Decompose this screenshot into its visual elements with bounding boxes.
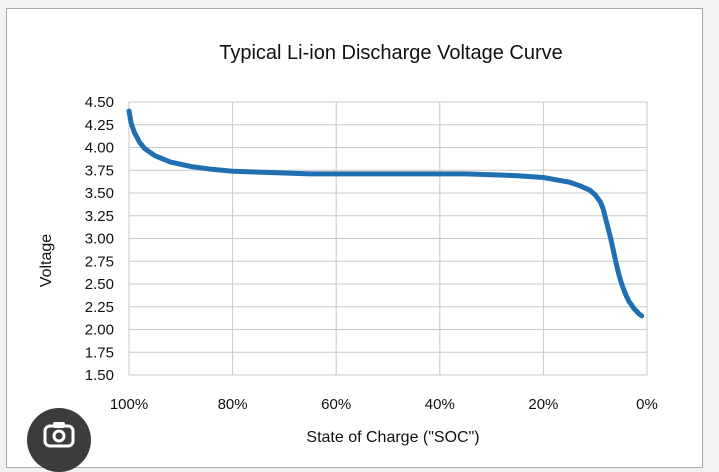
x-tick-label: 0% xyxy=(636,396,658,413)
y-tick-label: 2.75 xyxy=(85,253,114,270)
y-tick-label: 3.25 xyxy=(85,208,114,225)
y-tick-label: 2.25 xyxy=(85,299,114,316)
chart-title: Typical Li-ion Discharge Voltage Curve xyxy=(219,42,563,64)
y-tick-label: 4.25 xyxy=(85,117,114,134)
y-tick-label: 3.00 xyxy=(85,231,114,248)
camera-search-icon xyxy=(42,420,76,448)
chart-card: 4.50 4.25 4.00 3.75 3.50 3.25 3.00 2.75 2.50 2.25… xyxy=(6,8,703,468)
y-tick-label: 1.50 xyxy=(85,367,114,384)
y-axis-label: Voltage xyxy=(38,234,55,287)
x-tick-label: 100% xyxy=(110,396,148,413)
y-tick-label: 3.50 xyxy=(85,185,114,202)
y-tick-label: 3.75 xyxy=(85,162,114,179)
x-axis-label: State of Charge ("SOC") xyxy=(306,429,479,446)
x-tick-label: 80% xyxy=(218,396,248,413)
x-tick-label: 20% xyxy=(528,396,558,413)
chart: 4.50 4.25 4.00 3.75 3.50 3.25 3.00 2.75 2.50 2.25… xyxy=(7,9,704,449)
y-tick-label: 4.50 xyxy=(85,94,114,111)
google-lens-button[interactable] xyxy=(27,408,91,472)
y-tick-label: 2.00 xyxy=(85,322,114,339)
y-tick-label: 2.50 xyxy=(85,276,114,293)
x-tick-label: 60% xyxy=(321,396,351,413)
y-tick-label: 1.75 xyxy=(85,344,114,361)
x-tick-label: 40% xyxy=(425,396,455,413)
y-tick-label: 4.00 xyxy=(85,140,114,157)
